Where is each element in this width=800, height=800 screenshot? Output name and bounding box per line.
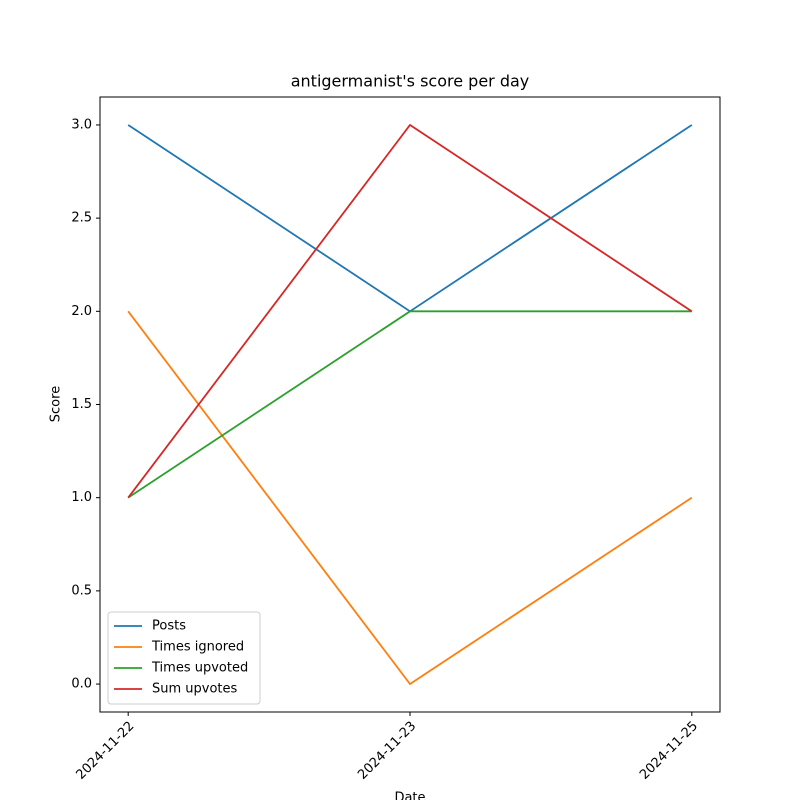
x-axis-label: Date bbox=[394, 791, 425, 800]
legend: Posts Times ignored Times upvoted Sum upvot… bbox=[107, 611, 261, 705]
y-tick-label: 1.5 bbox=[71, 397, 92, 412]
legend-label: Times upvoted bbox=[151, 661, 248, 676]
y-tick-label: 0.0 bbox=[71, 677, 92, 692]
x-tick-label: 2024-11-25 bbox=[637, 719, 701, 783]
x-tick-label: 2024-11-23 bbox=[355, 719, 419, 783]
y-tick-label: 2.5 bbox=[71, 211, 92, 226]
series-line bbox=[127, 123, 693, 499]
y-tick-label: 2.0 bbox=[71, 304, 92, 319]
plot-frame bbox=[99, 96, 721, 713]
legend-label: Posts bbox=[152, 619, 186, 634]
x-tick-label: 2024-11-22 bbox=[73, 719, 137, 783]
y-tick-label: 3.0 bbox=[71, 117, 92, 132]
y-tick-label: 1.0 bbox=[71, 490, 92, 505]
y-tick-label: 0.5 bbox=[71, 583, 92, 598]
series-line bbox=[127, 310, 692, 499]
chart-title: antigermanist's score per day bbox=[291, 72, 530, 91]
legend-label: Sum upvotes bbox=[152, 682, 238, 697]
series-line bbox=[127, 124, 693, 313]
y-axis-label: Score bbox=[49, 386, 64, 422]
legend-box bbox=[107, 611, 261, 705]
legend-label: Times ignored bbox=[151, 640, 244, 655]
